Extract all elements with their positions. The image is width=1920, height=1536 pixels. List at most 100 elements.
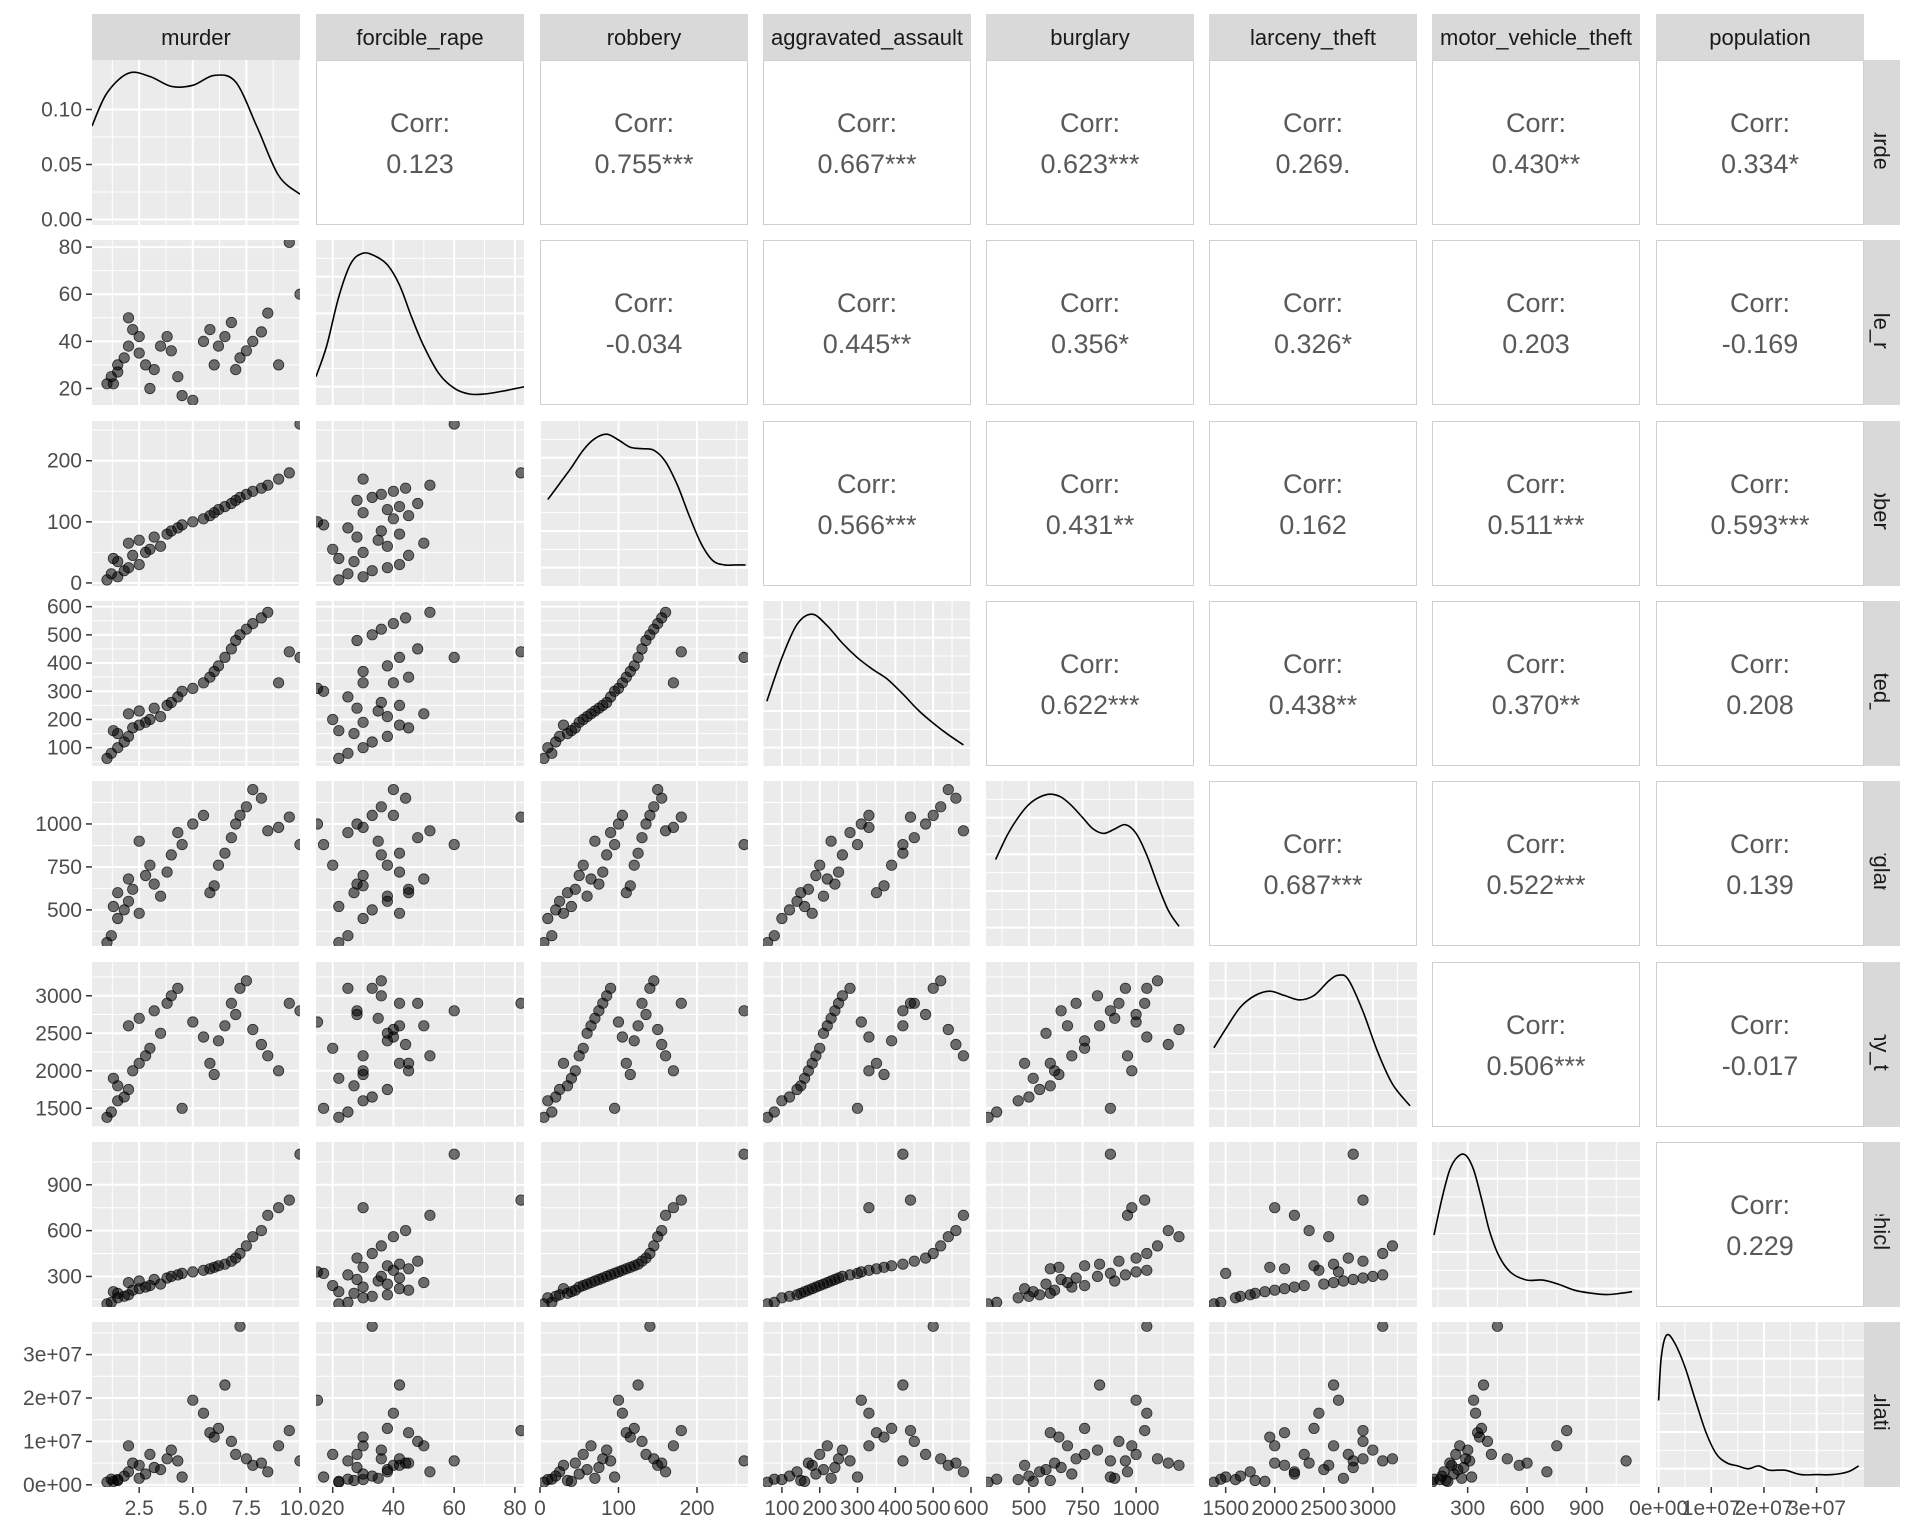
scatter-point (1091, 1270, 1104, 1283)
scatter-point (897, 1005, 909, 1017)
panel-background (763, 1142, 971, 1307)
scatter-point (1561, 1425, 1573, 1437)
row-strip-murder: murder (1864, 60, 1900, 225)
scatter-point (1466, 1471, 1478, 1483)
scatter-point (1055, 1005, 1067, 1017)
scatter-point (1313, 1407, 1325, 1419)
scatter-point (1113, 1255, 1125, 1267)
scatter-point (919, 1008, 932, 1021)
column-strip-robbery: robbery (540, 14, 748, 60)
scatter-point (1220, 1471, 1232, 1483)
scatter-point (927, 1322, 939, 1332)
scatter-point (628, 859, 640, 871)
scatter-point (604, 982, 617, 994)
row-strip-motor_vehicle_theft: otor_vehicle_the (1864, 1142, 1900, 1307)
y-tick-label: 0.10 (41, 99, 82, 122)
x-tick-label: 7.5 (232, 1497, 261, 1520)
scatter-point (272, 359, 285, 371)
scatter-point (161, 330, 173, 343)
scatter-point (1259, 1475, 1271, 1487)
panel-forcible_rape-vs-murder (92, 240, 301, 405)
scatter-point (1347, 1455, 1359, 1467)
correlation-label: Corr: (614, 288, 674, 318)
scatter-point (540, 937, 550, 946)
scatter-point (348, 727, 360, 740)
scatter-point (1269, 1440, 1281, 1452)
scatter-point (225, 316, 237, 329)
column-strip-larceny_theft: larceny_theft (1209, 14, 1417, 60)
scatter-point (667, 1065, 680, 1077)
scatter-point (372, 1012, 384, 1024)
scatter-point (1012, 1474, 1024, 1486)
scatter-point (375, 623, 387, 635)
scatter-point (393, 866, 406, 878)
column-strip-forcible_rape: forcible_rape (316, 14, 524, 60)
scatter-point (636, 997, 648, 1009)
scatter-point (148, 531, 160, 543)
strip-background (763, 14, 971, 60)
scatter-point (1264, 1261, 1276, 1273)
scatter-point (593, 878, 605, 890)
scatter-point (1070, 1453, 1082, 1465)
scatter-point (387, 617, 399, 630)
scatter-point (448, 651, 460, 664)
scatter-point (1018, 1057, 1031, 1069)
scatter-point (612, 1016, 625, 1028)
scatter-point (316, 1394, 324, 1406)
strip-background (1864, 240, 1900, 405)
scatter-point (133, 1459, 145, 1471)
panel-forcible_rape-vs-aggravated_assault: Corr: 0.445** (763, 240, 971, 405)
scatter-point (1491, 1322, 1503, 1332)
y-tick-label: 2000 (35, 1060, 82, 1083)
correlation-label: Corr: (1730, 469, 1790, 499)
scatter-point (1521, 1457, 1533, 1469)
scatter-point (327, 713, 339, 726)
scatter-point (1130, 1252, 1142, 1264)
scatter-point (208, 880, 220, 892)
correlation-panel-background (1209, 781, 1417, 946)
correlation-value: -0.034 (606, 329, 683, 359)
scatter-point (333, 752, 345, 765)
scatter-point (1288, 1281, 1301, 1293)
panel-population-vs-burglary (986, 1322, 1194, 1487)
panel-background (316, 240, 524, 405)
scatter-point (1027, 1475, 1039, 1487)
x-axis-burglary: 500 750 1000 (1011, 1487, 1159, 1520)
scatter-point (204, 323, 216, 336)
scatter-point (327, 1280, 339, 1292)
scatter-point (832, 866, 845, 878)
scatter-point (424, 606, 436, 618)
y-tick-label: 20 (59, 378, 82, 401)
panel-background (763, 601, 971, 766)
scatter-point (283, 811, 295, 823)
scatter-point (565, 900, 578, 913)
y-tick-label: 200 (47, 708, 82, 731)
scatter-point (351, 1273, 363, 1286)
scatter-point (897, 1258, 909, 1270)
scatter-point (381, 503, 393, 516)
column-strip-label: aggravated_assault (771, 25, 963, 50)
scatter-point (247, 1023, 259, 1036)
scatter-point (1288, 1466, 1301, 1478)
scatter-point (597, 866, 609, 878)
x-tick-label: 0 (534, 1497, 546, 1520)
x-tick-label: 600 (953, 1497, 988, 1520)
scatter-point (656, 1038, 668, 1051)
panel-larceny_theft-vs-aggravated_assault (762, 962, 972, 1128)
correlation-panel-background (316, 60, 524, 225)
scatter-point (393, 907, 406, 919)
scatter-point (659, 1209, 672, 1221)
y-tick-label: 80 (59, 236, 82, 259)
scatter-point (1044, 1057, 1056, 1069)
scatter-point (393, 719, 406, 731)
y-tick-label: 500 (47, 899, 82, 922)
scatter-point (393, 1283, 406, 1295)
panel-background (1209, 962, 1417, 1127)
scatter-point (381, 540, 393, 552)
scatter-point (144, 543, 156, 555)
scatter-point (165, 345, 177, 357)
scatter-point (418, 537, 430, 549)
strip-background (1864, 1322, 1900, 1487)
y-tick-label: 0.00 (41, 209, 82, 232)
scatter-point (1173, 1459, 1185, 1471)
